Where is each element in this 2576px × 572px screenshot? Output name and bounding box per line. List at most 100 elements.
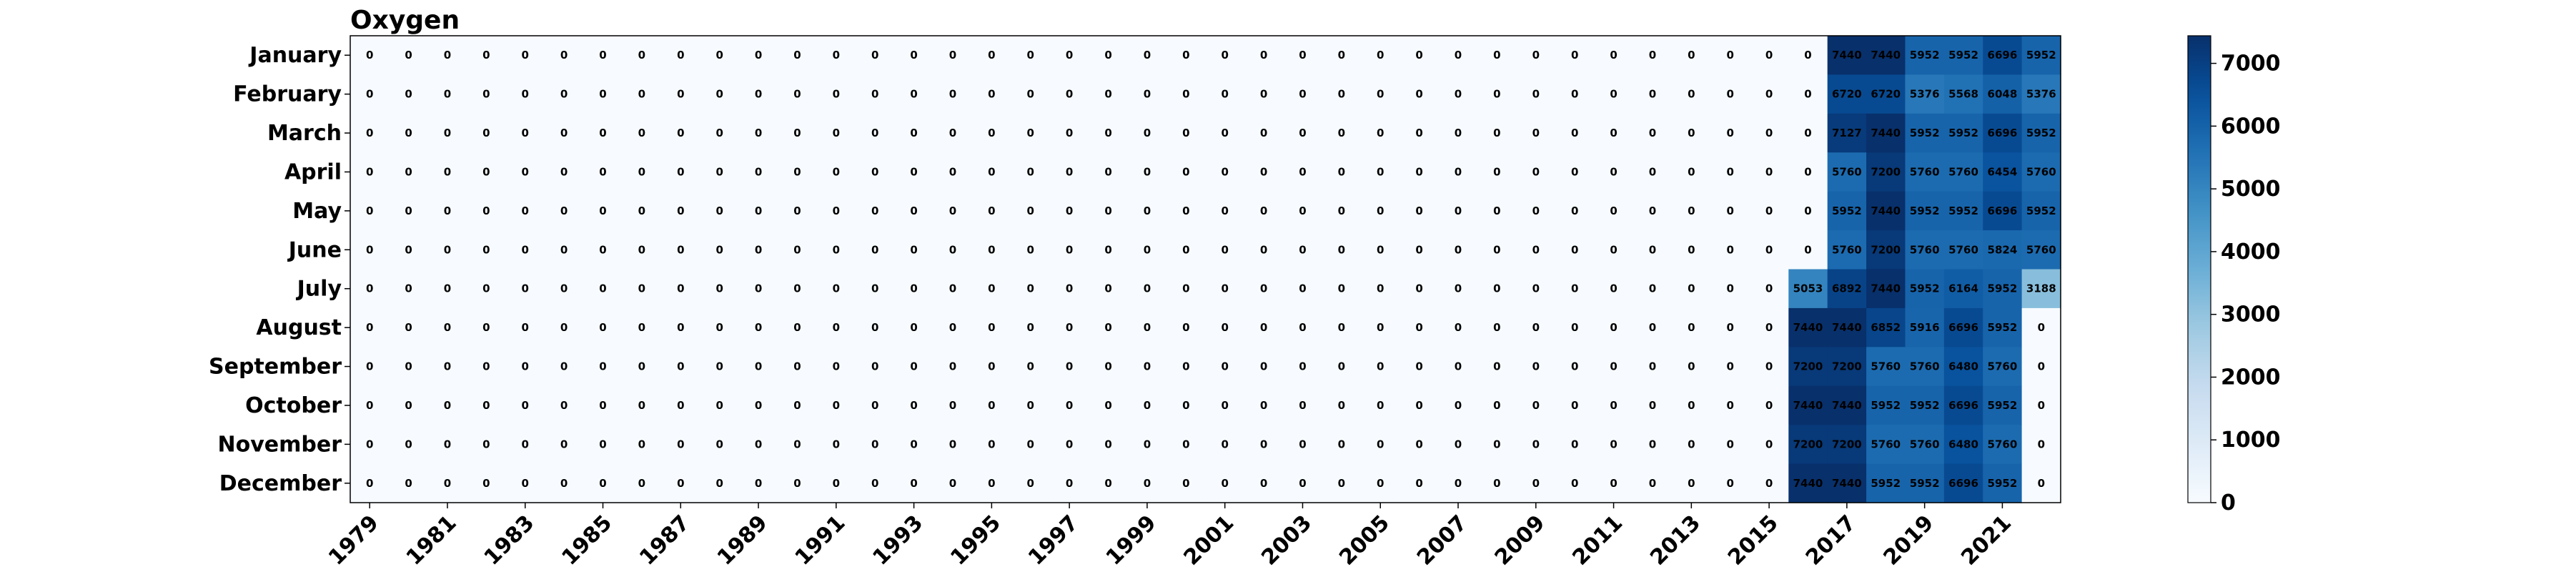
cell-value-label: 0 — [366, 127, 373, 139]
x-axis: 1979 1981 1983 1985 1987 1989 1991 1993 1995 1997… — [324, 503, 2016, 571]
cell-value-label: 0 — [1532, 49, 1540, 61]
cell-value-label: 0 — [599, 438, 606, 450]
cell-value-label: 0 — [1027, 165, 1034, 178]
heatmap-cell — [467, 307, 507, 347]
cell-value-label: 0 — [1415, 204, 1422, 217]
heatmap-cell — [1788, 385, 1828, 425]
x-tick-label: 1981 — [402, 511, 462, 571]
heatmap-cell — [544, 230, 584, 270]
heatmap-cell — [1166, 463, 1207, 503]
cell-value-label: 0 — [1221, 477, 1228, 490]
cell-value-label: 0 — [1104, 243, 1111, 256]
cell-value-label: 0 — [1377, 360, 1384, 373]
cell-value-label: 0 — [1649, 282, 1656, 295]
cell-value-label: 5760 — [1948, 165, 1978, 178]
cell-value-label: 0 — [1688, 438, 1695, 450]
cell-value-label: 0 — [1182, 243, 1189, 256]
heatmap-cell — [1361, 36, 1401, 76]
cell-value-label: 0 — [1144, 321, 1151, 334]
heatmap-cell — [1322, 230, 1362, 270]
cell-value-label: 0 — [599, 477, 606, 490]
cell-value-label: 0 — [1765, 88, 1773, 101]
cell-value-label: 0 — [1649, 321, 1656, 334]
cell-value-label: 0 — [1066, 88, 1073, 101]
cell-value-label: 0 — [677, 360, 684, 373]
heatmap-cell — [1905, 463, 1945, 503]
cell-value-label: 0 — [638, 477, 645, 490]
x-tick-label: 2005 — [1334, 511, 1394, 571]
cell-value-label: 0 — [1221, 127, 1228, 139]
cell-value-label: 0 — [405, 204, 412, 217]
cell-value-label: 0 — [793, 321, 801, 334]
heatmap-cell — [1438, 385, 1478, 425]
cell-value-label: 0 — [949, 49, 956, 61]
cell-value-label: 5952 — [1988, 282, 2018, 295]
cell-value-label: 6696 — [1948, 399, 1978, 412]
cell-value-label: 0 — [1182, 49, 1189, 61]
heatmap-cell — [1477, 425, 1517, 465]
cell-value-label: 0 — [1144, 49, 1151, 61]
heatmap-cell — [1555, 463, 1595, 503]
cell-value-label: 6164 — [1948, 282, 1978, 295]
cell-value-label: 0 — [833, 49, 840, 61]
heatmap-cell — [1361, 191, 1401, 231]
cell-value-label: 0 — [1649, 165, 1656, 178]
heatmap-cell — [1244, 152, 1284, 192]
heatmap-cell — [1477, 36, 1517, 76]
cell-value-label: 0 — [988, 360, 995, 373]
heatmap-cell — [1438, 191, 1478, 231]
heatmap-cell — [1049, 191, 1089, 231]
cell-value-label: 0 — [1260, 321, 1267, 334]
cell-value-label: 0 — [560, 243, 568, 256]
heatmap-cell — [661, 385, 701, 425]
cell-value-label: 0 — [599, 127, 606, 139]
heatmap-cell — [1089, 385, 1129, 425]
heatmap-cell — [816, 269, 856, 309]
chart-title: Oxygen — [350, 6, 460, 35]
heatmap-cell — [1749, 74, 1789, 114]
heatmap-cell — [1438, 113, 1478, 153]
heatmap-cell — [972, 152, 1012, 192]
cell-value-label: 0 — [1182, 399, 1189, 412]
cell-value-label: 0 — [638, 204, 645, 217]
cell-value-label: 0 — [1377, 399, 1384, 412]
cell-value-label: 0 — [1027, 127, 1034, 139]
cell-value-label: 0 — [1338, 165, 1345, 178]
heatmap-cell — [661, 74, 701, 114]
heatmap-cell — [1438, 269, 1478, 309]
cell-value-label: 0 — [755, 243, 762, 256]
cell-value-label: 0 — [1221, 49, 1228, 61]
cell-value-label: 3188 — [2026, 282, 2056, 295]
heatmap-cell — [1049, 347, 1089, 387]
cell-value-label: 0 — [522, 399, 529, 412]
heatmap-cell — [389, 307, 429, 347]
heatmap-cell — [1516, 113, 1556, 153]
cell-value-label: 0 — [1377, 127, 1384, 139]
cell-value-label: 0 — [1765, 127, 1773, 139]
heatmap-cell — [1905, 36, 1945, 76]
cell-value-label: 0 — [1726, 282, 1733, 295]
heatmap-cell — [1283, 269, 1323, 309]
heatmap-cell — [1516, 74, 1556, 114]
heatmap-cell — [389, 425, 429, 465]
heatmap-cell — [467, 230, 507, 270]
cell-value-label: 5952 — [1871, 399, 1901, 412]
heatmap-cell — [778, 191, 818, 231]
heatmap-cell — [622, 385, 662, 425]
heatmap-cell — [1555, 269, 1595, 309]
cell-value-label: 0 — [949, 282, 956, 295]
cell-value-label: 0 — [1493, 165, 1500, 178]
cell-value-label: 7440 — [1871, 127, 1901, 139]
cell-value-label: 0 — [2038, 321, 2045, 334]
heatmap-cell — [1983, 74, 2023, 114]
heatmap-cell — [738, 230, 778, 270]
heatmap-cell — [1166, 191, 1207, 231]
heatmap-cell — [778, 74, 818, 114]
heatmap-cell — [1905, 74, 1945, 114]
cell-value-label: 0 — [1260, 127, 1267, 139]
cell-value-label: 0 — [871, 282, 878, 295]
heatmap-cell — [1594, 74, 1634, 114]
cell-value-label: 0 — [1493, 477, 1500, 490]
heatmap-cell — [1633, 347, 1673, 387]
